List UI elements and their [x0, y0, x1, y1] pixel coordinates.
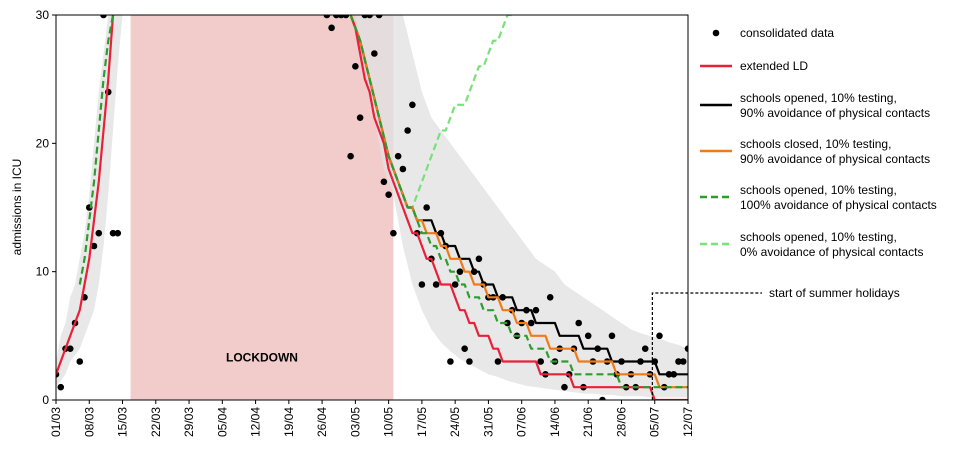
x-tick-label: 10/05 — [382, 407, 396, 437]
summer-holidays-label: start of summer holidays — [769, 286, 900, 300]
legend: consolidated data extended LD schools open… — [700, 26, 937, 259]
consolidated-data-point — [599, 396, 606, 400]
consolidated-data-point — [679, 358, 687, 365]
x-tick-label: 24/05 — [448, 407, 462, 437]
consolidated-data-point — [537, 358, 544, 365]
consolidated-data-point — [532, 306, 540, 314]
consolidated-data-point — [90, 242, 98, 250]
series-line-3 — [349, 15, 688, 389]
annotations: start of summer holidays — [651, 286, 900, 400]
consolidated-data-point — [385, 191, 392, 198]
consolidated-data-point — [114, 229, 122, 237]
consolidated-data-point — [380, 178, 388, 186]
x-tick-label: 17/05 — [415, 407, 429, 437]
plot-area: LOCKDOWN — [56, 15, 688, 400]
plot-frame — [55, 14, 689, 401]
consolidated-data-point — [584, 332, 592, 340]
uncertainty-band-0 — [56, 15, 123, 388]
consolidated-data-point — [57, 383, 65, 391]
legend-label-4: schools opened, 10% testing, 0% avoidance… — [740, 230, 923, 259]
y-axis-title: admissions in ICU — [10, 159, 24, 256]
consolidated-data-point — [432, 281, 440, 288]
x-tick-label: 26/04 — [315, 407, 329, 437]
consolidated-data-point — [527, 319, 535, 327]
x-tick-label: 12/07 — [681, 407, 695, 437]
x-tick-label: 03/05 — [348, 407, 362, 437]
consolidated-data-point — [684, 345, 688, 352]
consolidated-data-point — [95, 229, 103, 237]
series-line-4 — [407, 15, 513, 209]
consolidated-data-point — [328, 24, 335, 32]
consolidated-data-point — [100, 15, 107, 19]
series-line-0 — [56, 15, 115, 375]
consolidated-data-point — [371, 50, 378, 57]
legend-label-2: schools closed, 10% testing, 90% avoidanc… — [740, 137, 930, 166]
x-tick-label: 19/04 — [282, 407, 296, 437]
consolidated-data-point — [423, 204, 430, 211]
consolidated-data-point — [494, 358, 502, 365]
consolidated-data-point — [504, 319, 511, 327]
consolidated-data-point — [575, 319, 583, 327]
consolidated-data-point — [608, 332, 616, 340]
consolidated-data-point — [366, 15, 373, 19]
consolidated-data-point — [404, 127, 411, 134]
y-tick-label: 30 — [36, 8, 50, 22]
consolidated-data-point — [561, 383, 568, 391]
consolidated-data-point — [342, 15, 350, 19]
lockdown-region — [130, 15, 394, 400]
consolidated-data-point — [451, 281, 459, 288]
y-tick-label: 10 — [36, 265, 50, 279]
x-tick-label: 07/06 — [515, 407, 529, 437]
consolidated-data-point — [447, 358, 454, 365]
consolidated-data-point — [475, 255, 483, 263]
consolidated-data-point — [352, 63, 359, 70]
x-tick-label: 28/06 — [614, 407, 628, 437]
axes: 0 10 20 30 01/03 08/03 15/03 22/03 29/03 05/04 12/… — [36, 8, 695, 437]
consolidated-data-point — [323, 15, 331, 19]
x-tick-label: 14/06 — [548, 407, 562, 437]
x-tick-label: 08/03 — [82, 407, 96, 437]
consolidated-data-point — [418, 281, 426, 288]
y-tick-label: 0 — [42, 393, 49, 407]
legend-label-consolidated-data: consolidated data — [740, 26, 834, 40]
consolidated-data-point — [375, 15, 383, 19]
x-tick-label: 22/03 — [149, 407, 163, 437]
consolidated-data-point — [76, 358, 84, 365]
consolidated-data-point — [347, 152, 354, 160]
uncertainty-band-1 — [326, 15, 688, 398]
legend-label-0: extended LD — [740, 59, 808, 73]
x-tick-label: 05/07 — [648, 407, 662, 437]
x-tick-label: 05/04 — [215, 407, 229, 437]
x-tick-label: 21/06 — [581, 407, 595, 437]
consolidated-data-point — [390, 229, 397, 237]
consolidated-data-point — [546, 294, 554, 301]
legend-label-3: schools opened, 10% testing, 100% avoidan… — [740, 183, 937, 212]
consolidated-data-point — [399, 165, 407, 173]
x-tick-label: 29/03 — [182, 407, 196, 437]
consolidated-data-point — [675, 358, 682, 365]
consolidated-data-point — [394, 152, 402, 160]
y-tick-label: 20 — [36, 136, 50, 150]
summer-holidays-marker — [651, 292, 762, 400]
consolidated-data-point — [466, 358, 473, 365]
lockdown-label: LOCKDOWN — [226, 351, 298, 365]
consolidated-data-point — [356, 114, 364, 121]
consolidated-data-point — [656, 332, 663, 340]
consolidated-data-point — [456, 268, 464, 275]
series-line-2 — [349, 15, 688, 389]
legend-label-1: schools opened, 10% testing, 90% avoidanc… — [740, 91, 930, 120]
x-tick-label: 12/04 — [249, 407, 263, 437]
x-tick-label: 31/05 — [481, 407, 495, 437]
consolidated-data-point — [409, 101, 416, 109]
x-tick-label: 01/03 — [49, 407, 63, 437]
consolidated-data-point — [461, 345, 468, 352]
consolidated-data-point — [66, 345, 74, 352]
consolidated-data-point — [109, 229, 117, 237]
x-tick-label: 15/03 — [116, 407, 130, 437]
consolidated-data-point — [641, 345, 649, 352]
legend-marker-consolidated-data — [712, 29, 720, 37]
